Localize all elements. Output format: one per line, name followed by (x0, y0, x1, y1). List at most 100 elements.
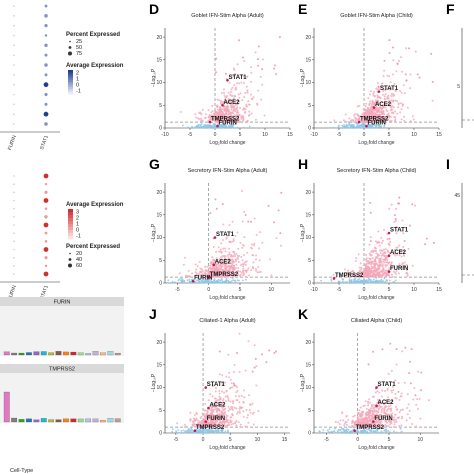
point-sig (377, 230, 380, 233)
point-sig (357, 418, 360, 421)
point-ns (208, 280, 211, 283)
point-sig (208, 267, 211, 270)
point-sig (392, 106, 395, 109)
point-sig (244, 275, 247, 278)
point-sig (233, 83, 236, 86)
point-sig (378, 261, 381, 264)
gene-label-ace2: ACE2 (390, 250, 407, 256)
point-ns (374, 280, 377, 283)
point-sig (252, 423, 255, 426)
point-sig (207, 115, 210, 118)
x-tick-label: 0 (363, 287, 366, 293)
point-sig (382, 248, 385, 251)
legend-avg-label: 0 (76, 228, 79, 234)
point-ns (356, 281, 359, 284)
gene-label-furin: FURIN (368, 121, 386, 127)
dot (44, 92, 48, 97)
point-sig (219, 275, 222, 278)
point-sig (254, 267, 257, 270)
point-sig (238, 410, 241, 413)
point-sig (232, 107, 235, 110)
point-sig (231, 99, 234, 102)
point-sig (227, 91, 230, 94)
point-ns (373, 281, 376, 284)
point-ns (188, 428, 191, 431)
bar (33, 419, 40, 423)
point-ns (383, 124, 386, 127)
point-sig (381, 113, 384, 116)
point-sig (250, 71, 253, 74)
point-sig (344, 422, 347, 425)
points (320, 196, 435, 284)
strip-label: FURIN (54, 300, 71, 306)
point-sig (209, 273, 212, 276)
point-sig (220, 256, 223, 259)
point-ns (171, 428, 174, 431)
point-sig (370, 110, 373, 113)
point-sig (211, 395, 214, 398)
point-sig (356, 411, 359, 414)
point-sig (233, 272, 236, 275)
point-sig (235, 424, 238, 427)
point-sig (210, 262, 213, 265)
point-sig (275, 350, 278, 353)
point-sig (359, 406, 362, 409)
point-sig (240, 255, 243, 258)
point-sig (363, 404, 366, 407)
point-ns (217, 126, 220, 129)
point-sig (393, 252, 396, 255)
point-sig (342, 419, 345, 422)
point-ns (334, 126, 337, 129)
point-ns (389, 279, 391, 282)
y-tick-label: 20 (305, 35, 311, 41)
points (329, 39, 434, 129)
y-tick-label: 5 (308, 103, 311, 109)
point-sig (209, 412, 212, 415)
point-sig (333, 119, 336, 122)
point-sig (400, 255, 403, 258)
point-sig (231, 240, 234, 243)
point-sig (256, 103, 259, 106)
point-sig (223, 256, 226, 259)
point-sig (431, 99, 434, 102)
point-ns (215, 126, 217, 129)
point-sig (347, 269, 350, 272)
point-sig (394, 217, 397, 220)
point-ns (387, 429, 390, 432)
point-sig (372, 119, 375, 122)
bar-x-axis-label: Cell-Type (10, 468, 33, 474)
point-ns (181, 124, 184, 127)
gene-tick-label: FURIN (7, 134, 18, 151)
point-sig (219, 248, 222, 251)
point-ns (327, 431, 330, 433)
point-sig (363, 268, 366, 271)
point-sig (235, 253, 238, 256)
legend-avg-label: 2 (76, 71, 79, 77)
gene-point-furin (191, 279, 195, 283)
point-sig (239, 241, 242, 244)
point-sig (192, 424, 195, 427)
point-ns (211, 430, 214, 433)
point-sig (365, 275, 368, 278)
bar (63, 351, 69, 356)
point-sig (384, 264, 387, 267)
point-sig (200, 119, 203, 122)
y-tick-label: 15 (305, 213, 311, 219)
point-sig (351, 421, 354, 424)
point-sig (368, 269, 371, 272)
point-sig (395, 348, 398, 351)
point-sig (387, 250, 390, 253)
point-sig (227, 353, 230, 356)
point-sig (219, 102, 222, 105)
point-sig (205, 412, 208, 415)
x-tick-label: 5 (388, 132, 391, 138)
point-sig (227, 108, 230, 111)
point-sig (225, 389, 228, 392)
point-ns (356, 125, 359, 128)
point-sig (219, 397, 222, 400)
point-ns (195, 279, 198, 282)
point-sig (209, 212, 212, 215)
point-sig (384, 389, 387, 392)
point-sig (394, 219, 397, 222)
